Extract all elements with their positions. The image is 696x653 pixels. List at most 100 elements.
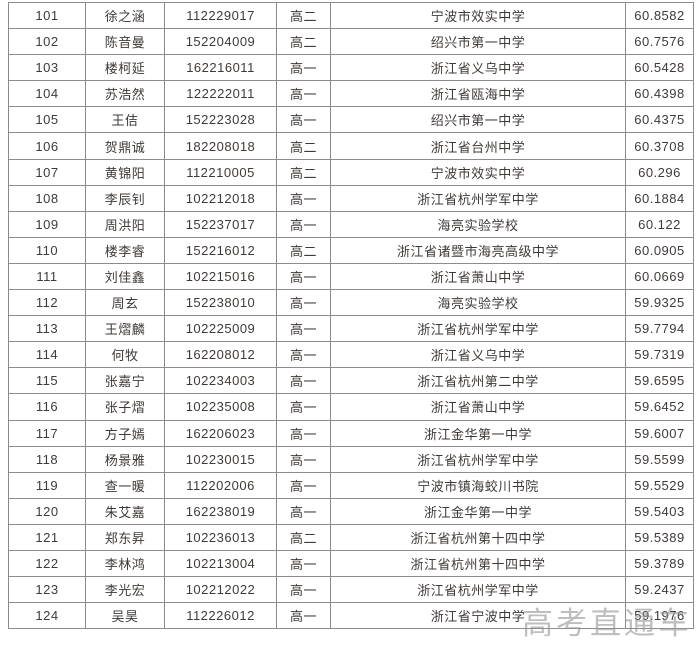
cell-name: 苏浩然: [85, 80, 165, 108]
cell-name: 李辰钊: [85, 184, 165, 212]
cell-name: 方子嫣: [85, 419, 165, 447]
cell-grade: 高一: [276, 106, 331, 134]
cell-grade: 高一: [276, 289, 331, 317]
cell-score: 59.5599: [625, 445, 694, 473]
cell-rank: 107: [8, 158, 86, 186]
cell-name: 李光宏: [85, 576, 165, 604]
cell-school: 浙江省义乌中学: [330, 341, 626, 369]
cell-rank: 124: [8, 602, 86, 630]
cell-grade: 高一: [276, 367, 331, 395]
cell-rank: 116: [8, 393, 86, 421]
cell-school: 浙江省萧山中学: [330, 393, 626, 421]
cell-score: 60.3708: [625, 132, 694, 160]
cell-exam-id: 112229017: [164, 1, 277, 30]
cell-school: 绍兴市第一中学: [330, 106, 626, 134]
cell-name: 周洪阳: [85, 210, 165, 238]
table-row: 115 张嘉宁 102234003 高一 浙江省杭州第二中学 59.6595: [8, 367, 694, 395]
table-row: 110 楼李睿 152216012 高二 浙江省诸暨市海亮高级中学 60.0905: [8, 236, 694, 264]
cell-school: 海亮实验学校: [330, 289, 626, 317]
cell-school: 宁波市效实中学: [330, 158, 626, 186]
cell-exam-id: 102215016: [164, 262, 277, 291]
cell-school: 绍兴市第一中学: [330, 28, 626, 56]
cell-rank: 103: [8, 54, 86, 82]
cell-exam-id: 102234003: [164, 367, 277, 395]
cell-score: 59.7794: [625, 315, 694, 343]
cell-school: 浙江省杭州学军中学: [330, 576, 626, 604]
table-row: 124 吴昊 112226012 高一 浙江省宁波中学 59.1976: [8, 602, 694, 630]
table-row: 106 贺鼎诚 182208018 高二 浙江省台州中学 60.3708: [8, 132, 694, 160]
table-row: 118 杨景雅 102230015 高一 浙江省杭州学军中学 59.5599: [8, 445, 694, 473]
cell-exam-id: 102212022: [164, 576, 277, 604]
cell-exam-id: 182208018: [164, 132, 277, 160]
cell-school: 宁波市效实中学: [330, 1, 626, 30]
cell-score: 60.4375: [625, 106, 694, 134]
cell-score: 60.8582: [625, 1, 694, 30]
cell-exam-id: 102225009: [164, 315, 277, 343]
cell-score: 60.0905: [625, 236, 694, 264]
cell-school: 浙江省杭州第十四中学: [330, 549, 626, 578]
table-row: 117 方子嫣 162206023 高一 浙江金华第一中学 59.6007: [8, 419, 694, 447]
cell-name: 陈音曼: [85, 28, 165, 56]
cell-name: 周玄: [85, 289, 165, 317]
table-row: 111 刘佳鑫 102215016 高一 浙江省萧山中学 60.0669: [8, 262, 694, 291]
table-row: 114 何牧 162208012 高一 浙江省义乌中学 59.7319: [8, 341, 694, 369]
cell-school: 浙江省瓯海中学: [330, 80, 626, 108]
cell-grade: 高一: [276, 262, 331, 291]
cell-name: 郑东昇: [85, 523, 165, 551]
cell-rank: 123: [8, 576, 86, 604]
cell-school: 浙江省台州中学: [330, 132, 626, 160]
cell-grade: 高二: [276, 523, 331, 551]
cell-grade: 高一: [276, 445, 331, 473]
cell-score: 60.7576: [625, 28, 694, 56]
cell-grade: 高一: [276, 576, 331, 604]
cell-exam-id: 152223028: [164, 106, 277, 134]
table-row: 119 查一暖 112202006 高一 宁波市镇海蛟川书院 59.5529: [8, 471, 694, 499]
cell-school: 浙江省诸暨市海亮高级中学: [330, 236, 626, 264]
cell-grade: 高一: [276, 419, 331, 447]
cell-name: 吴昊: [85, 602, 165, 630]
cell-grade: 高一: [276, 602, 331, 630]
cell-score: 59.5403: [625, 497, 694, 525]
cell-exam-id: 152238010: [164, 289, 277, 317]
cell-grade: 高一: [276, 210, 331, 238]
cell-rank: 109: [8, 210, 86, 238]
cell-rank: 117: [8, 419, 86, 447]
cell-exam-id: 102213004: [164, 549, 277, 578]
table-row: 113 王熠麟 102225009 高一 浙江省杭州学军中学 59.7794: [8, 315, 694, 343]
cell-school: 浙江省杭州第二中学: [330, 367, 626, 395]
cell-exam-id: 162216011: [164, 54, 277, 82]
table-row: 102 陈音曼 152204009 高二 绍兴市第一中学 60.7576: [8, 28, 694, 56]
cell-exam-id: 152216012: [164, 236, 277, 264]
cell-score: 59.3789: [625, 549, 694, 578]
cell-school: 浙江省萧山中学: [330, 262, 626, 291]
table-row: 107 黄锦阳 112210005 高二 宁波市效实中学 60.296: [8, 158, 694, 186]
cell-name: 王熠麟: [85, 315, 165, 343]
cell-rank: 121: [8, 523, 86, 551]
cell-score: 59.5529: [625, 471, 694, 499]
cell-name: 张嘉宁: [85, 367, 165, 395]
cell-exam-id: 102236013: [164, 523, 277, 551]
cell-name: 何牧: [85, 341, 165, 369]
table-row: 122 李林鸿 102213004 高一 浙江省杭州第十四中学 59.3789: [8, 549, 694, 578]
cell-exam-id: 112210005: [164, 158, 277, 186]
table-row: 104 苏浩然 122222011 高一 浙江省瓯海中学 60.4398: [8, 80, 694, 108]
cell-rank: 118: [8, 445, 86, 473]
cell-score: 60.5428: [625, 54, 694, 82]
cell-exam-id: 102212018: [164, 184, 277, 212]
cell-grade: 高一: [276, 315, 331, 343]
cell-grade: 高二: [276, 158, 331, 186]
cell-rank: 120: [8, 497, 86, 525]
table-row: 116 张子熠 102235008 高一 浙江省萧山中学 59.6452: [8, 393, 694, 421]
cell-exam-id: 162238019: [164, 497, 277, 525]
cell-exam-id: 162206023: [164, 419, 277, 447]
ranking-table: 101 徐之涵 112229017 高二 宁波市效实中学 60.8582 102 陈音曼 152…: [8, 1, 694, 630]
cell-score: 59.5389: [625, 523, 694, 551]
cell-school: 浙江省杭州第十四中学: [330, 523, 626, 551]
cell-score: 60.296: [625, 158, 694, 186]
cell-name: 张子熠: [85, 393, 165, 421]
cell-grade: 高一: [276, 54, 331, 82]
cell-score: 59.7319: [625, 341, 694, 369]
cell-rank: 111: [8, 262, 86, 291]
table-row: 105 王佶 152223028 高一 绍兴市第一中学 60.4375: [8, 106, 694, 134]
